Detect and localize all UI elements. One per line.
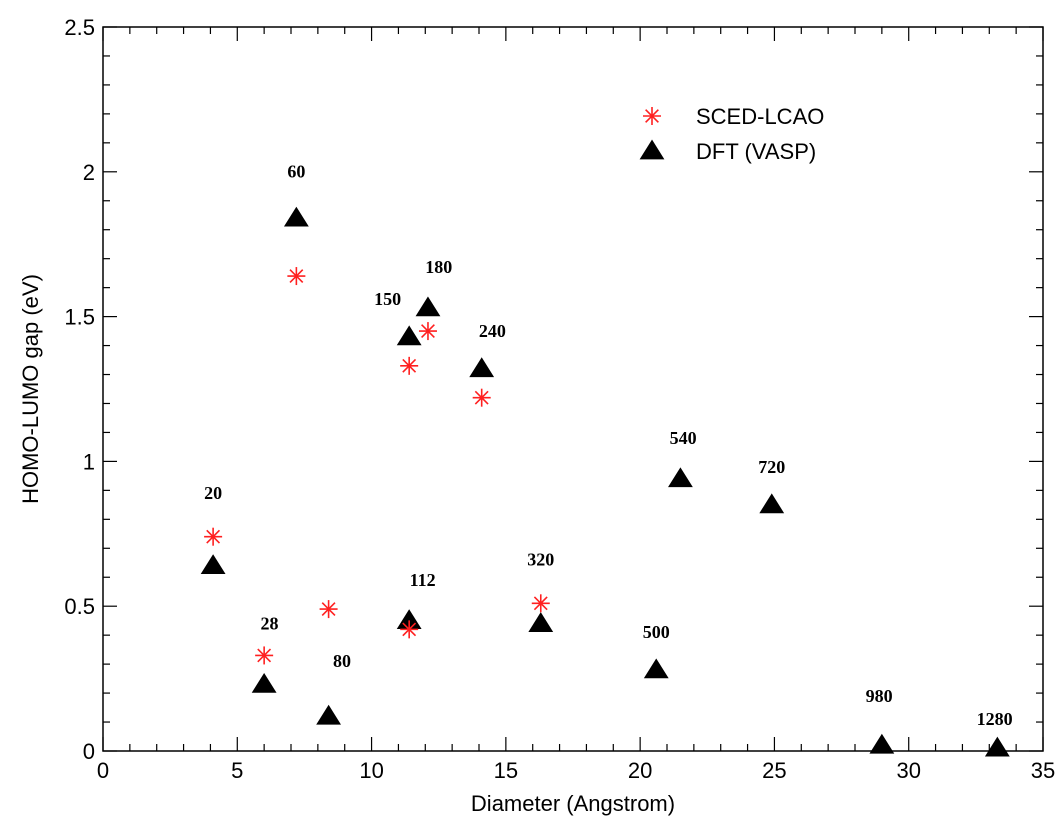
point-annotation: 720 (758, 457, 785, 477)
x-tick-label: 15 (494, 758, 518, 783)
y-tick-label: 1.5 (64, 305, 95, 330)
point-annotation: 20 (204, 483, 222, 503)
x-tick-label: 20 (628, 758, 652, 783)
x-tick-label: 5 (231, 758, 243, 783)
dft-vasp-point (528, 612, 554, 632)
dft-vasp-point (415, 296, 441, 317)
y-axis-title: HOMO-LUMO gap (eV) (18, 274, 43, 504)
x-tick-label: 30 (896, 758, 920, 783)
legend-label: DFT (VASP) (696, 139, 816, 164)
point-annotation: 320 (527, 550, 554, 570)
dft-vasp-point (200, 554, 226, 575)
sced-lcao-point (472, 388, 491, 407)
point-annotation: 80 (333, 651, 351, 671)
legend-label: SCED-LCAO (696, 104, 824, 129)
point-annotation: 980 (866, 686, 893, 706)
dft-vasp-point (869, 733, 895, 754)
dft-vasp-point (984, 736, 1010, 757)
point-annotation: 540 (670, 428, 697, 448)
plot-frame (102, 26, 1044, 752)
sced-lcao-point (287, 267, 306, 286)
sced-lcao-point (531, 594, 550, 613)
dft-vasp-point (668, 467, 693, 488)
dft-vasp-point (396, 325, 422, 346)
dft-vasp-point (469, 357, 495, 378)
dft-vasp-point (251, 672, 277, 693)
point-annotation: 112 (410, 570, 436, 590)
point-annotation: 240 (479, 321, 506, 341)
sced-lcao-point (400, 620, 419, 639)
dft-vasp-point (643, 658, 669, 679)
sced-lcao-point (319, 600, 338, 619)
point-annotation: 1280 (977, 709, 1013, 729)
y-tick-label: 2 (83, 160, 95, 185)
legend-marker-sced-lcao (643, 107, 661, 125)
point-annotation: 500 (643, 622, 670, 642)
x-tick-label: 10 (359, 758, 383, 783)
dft-vasp-point (759, 493, 785, 514)
x-tick-label: 35 (1031, 758, 1055, 783)
y-tick-label: 2.5 (64, 15, 95, 40)
x-tick-label: 25 (762, 758, 786, 783)
legend-marker-dft-vasp (639, 139, 665, 160)
dft-vasp-point (283, 206, 309, 227)
sced-lcao-point (418, 322, 437, 341)
point-annotation: 180 (425, 257, 452, 277)
y-tick-label: 1 (83, 449, 95, 474)
dft-vasp-point (316, 704, 342, 725)
sced-lcao-point (204, 527, 223, 546)
point-annotation: 28 (261, 613, 279, 633)
x-axis-title: Diameter (Angstrom) (471, 791, 675, 816)
sced-lcao-point (400, 356, 419, 375)
point-annotation: 60 (287, 162, 305, 182)
x-tick-label: 0 (97, 758, 109, 783)
sced-lcao-point (255, 646, 274, 665)
point-annotation: 150 (374, 289, 401, 309)
y-tick-label: 0 (83, 739, 95, 764)
y-tick-label: 0.5 (64, 594, 95, 619)
